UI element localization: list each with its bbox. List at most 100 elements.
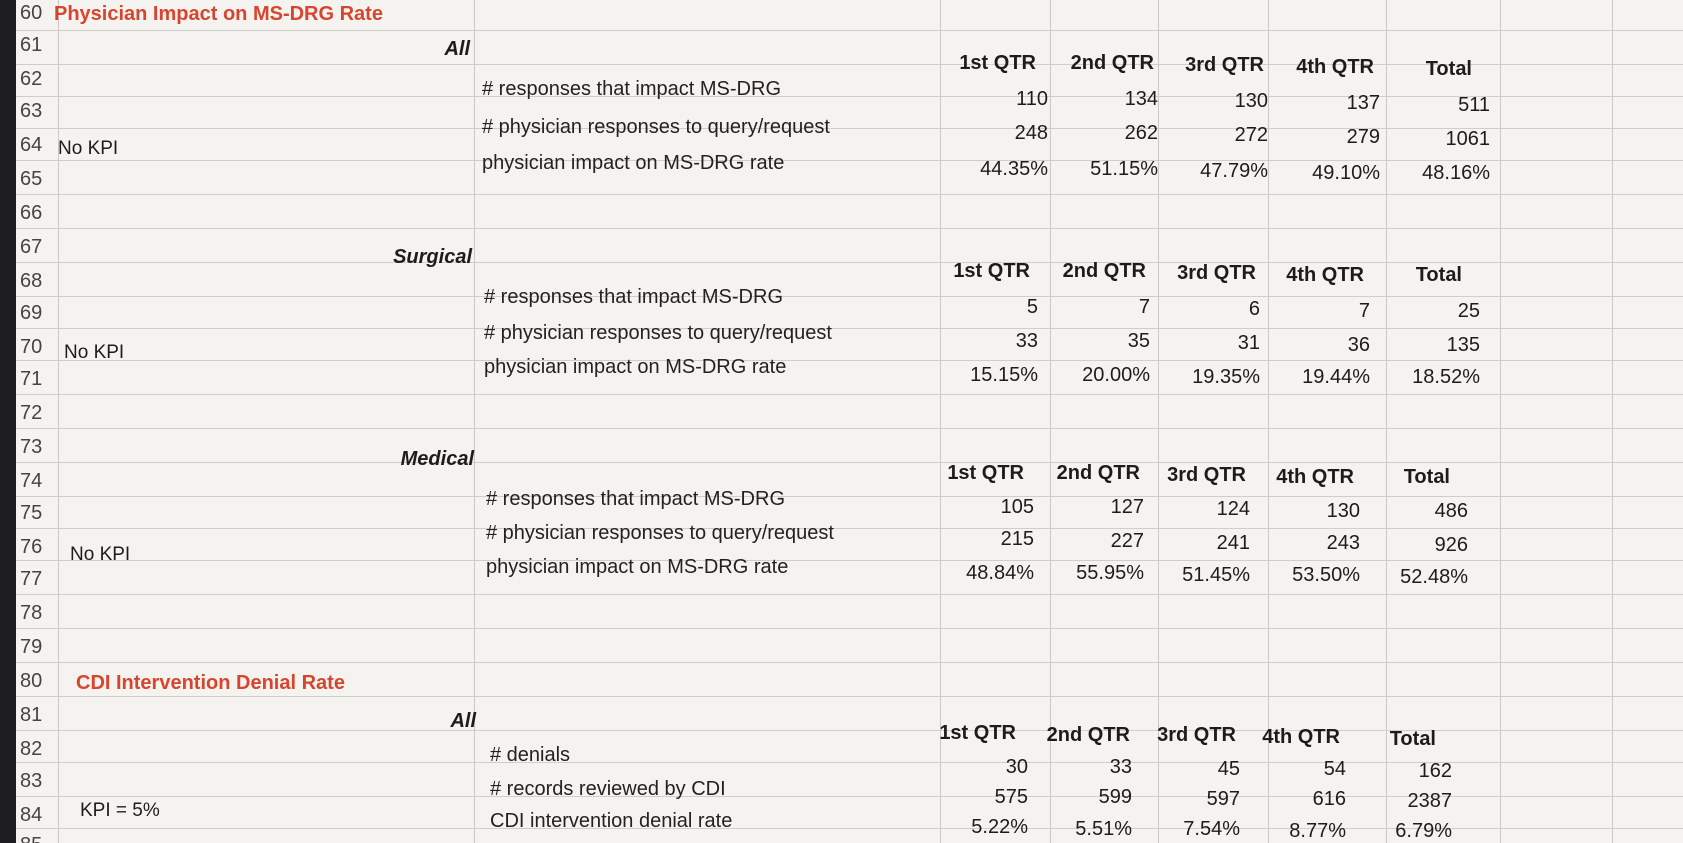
header-q2[interactable]: 2nd QTR: [1062, 260, 1146, 282]
row-number[interactable]: 70: [20, 336, 43, 358]
cell-value[interactable]: 44.35%: [980, 158, 1048, 180]
cell-value[interactable]: 248: [1014, 122, 1048, 144]
cell-value[interactable]: 48.84%: [966, 562, 1034, 584]
header-q3[interactable]: 3rd QTR: [1177, 262, 1256, 284]
row-number[interactable]: 80: [20, 670, 43, 692]
cell-value[interactable]: 575: [994, 786, 1028, 808]
cell-value[interactable]: 55.95%: [1076, 562, 1144, 584]
row-label[interactable]: # responses that impact MS-DRG: [484, 286, 783, 308]
cell-value[interactable]: 31: [1237, 332, 1260, 354]
cell-value[interactable]: 7: [1138, 296, 1150, 318]
row-number[interactable]: 84: [20, 804, 43, 826]
cell-value[interactable]: 6.79%: [1395, 820, 1452, 842]
cell-value[interactable]: 49.10%: [1312, 162, 1380, 184]
cell-value[interactable]: 19.44%: [1302, 366, 1370, 388]
row-number[interactable]: 74: [20, 470, 43, 492]
cell-value[interactable]: 1061: [1445, 128, 1491, 150]
kpi-label[interactable]: KPI = 5%: [80, 800, 160, 821]
cell-value[interactable]: 241: [1216, 532, 1250, 554]
segment-label[interactable]: All: [450, 710, 476, 732]
header-q1[interactable]: 1st QTR: [947, 462, 1024, 484]
cell-value[interactable]: 162: [1418, 760, 1452, 782]
cell-value[interactable]: 137: [1346, 92, 1380, 114]
cell-value[interactable]: 47.79%: [1200, 160, 1268, 182]
cell-value[interactable]: 5.22%: [971, 816, 1028, 838]
segment-label[interactable]: Medical: [400, 448, 474, 470]
kpi-label[interactable]: No KPI: [64, 342, 125, 363]
row-label[interactable]: # responses that impact MS-DRG: [486, 488, 785, 510]
header-q4[interactable]: 4th QTR: [1286, 264, 1364, 286]
header-total[interactable]: Total: [1425, 58, 1472, 80]
header-q4[interactable]: 4th QTR: [1296, 56, 1374, 78]
header-total[interactable]: Total: [1415, 264, 1462, 286]
cell-value[interactable]: 33: [1109, 756, 1132, 778]
cell-value[interactable]: 262: [1124, 122, 1158, 144]
cell-value[interactable]: 52.48%: [1400, 566, 1468, 588]
row-number[interactable]: 78: [20, 602, 43, 624]
header-total[interactable]: Total: [1403, 466, 1450, 488]
cell-value[interactable]: 51.45%: [1182, 564, 1250, 586]
cell-value[interactable]: 272: [1234, 124, 1268, 146]
row-label[interactable]: physician impact on MS-DRG rate: [484, 356, 787, 378]
header-q3[interactable]: 3rd QTR: [1185, 54, 1264, 76]
row-number[interactable]: 79: [20, 636, 43, 658]
row-number[interactable]: 69: [20, 302, 43, 324]
row-label[interactable]: CDI intervention denial rate: [490, 810, 733, 832]
row-label[interactable]: # physician responses to query/request: [484, 322, 832, 344]
row-number[interactable]: 71: [20, 368, 43, 390]
cell-value[interactable]: 279: [1346, 126, 1380, 148]
row-number[interactable]: 81: [20, 704, 43, 726]
row-number[interactable]: 68: [20, 270, 43, 292]
cell-value[interactable]: 20.00%: [1082, 364, 1150, 386]
row-label[interactable]: physician impact on MS-DRG rate: [482, 152, 785, 174]
section-title-cdi-denial[interactable]: CDI Intervention Denial Rate: [76, 672, 345, 694]
header-q4[interactable]: 4th QTR: [1262, 726, 1340, 748]
row-number[interactable]: 73: [20, 436, 43, 458]
segment-label[interactable]: All: [444, 38, 470, 60]
row-label[interactable]: # physician responses to query/request: [482, 116, 830, 138]
header-total[interactable]: Total: [1389, 728, 1436, 750]
cell-value[interactable]: 54: [1323, 758, 1346, 780]
cell-value[interactable]: 597: [1206, 788, 1240, 810]
cell-value[interactable]: 926: [1434, 534, 1468, 556]
header-q1[interactable]: 1st QTR: [959, 52, 1036, 74]
row-number[interactable]: 61: [20, 34, 43, 56]
row-number[interactable]: 83: [20, 770, 43, 792]
cell-value[interactable]: 127: [1110, 496, 1144, 518]
cell-value[interactable]: 227: [1110, 530, 1144, 552]
header-q2[interactable]: 2nd QTR: [1046, 724, 1130, 746]
segment-label[interactable]: Surgical: [393, 246, 472, 268]
header-q3[interactable]: 3rd QTR: [1157, 724, 1236, 746]
header-q1[interactable]: 1st QTR: [939, 722, 1016, 744]
row-number[interactable]: 82: [20, 738, 43, 760]
header-q3[interactable]: 3rd QTR: [1167, 464, 1246, 486]
cell-value[interactable]: 53.50%: [1292, 564, 1360, 586]
cell-value[interactable]: 8.77%: [1289, 820, 1346, 842]
row-label[interactable]: # records reviewed by CDI: [490, 778, 726, 800]
row-number[interactable]: 64: [20, 134, 43, 156]
cell-value[interactable]: 6: [1248, 298, 1260, 320]
cell-value[interactable]: 15.15%: [970, 364, 1038, 386]
row-number[interactable]: 77: [20, 568, 43, 590]
header-q2[interactable]: 2nd QTR: [1056, 462, 1140, 484]
cell-value[interactable]: 35: [1127, 330, 1150, 352]
cell-value[interactable]: 616: [1312, 788, 1346, 810]
row-number[interactable]: 63: [20, 100, 43, 122]
cell-value[interactable]: 215: [1000, 528, 1034, 550]
row-label[interactable]: physician impact on MS-DRG rate: [486, 556, 789, 578]
row-label[interactable]: # responses that impact MS-DRG: [482, 78, 781, 100]
cell-value[interactable]: 5.51%: [1075, 818, 1132, 840]
cell-value[interactable]: 18.52%: [1412, 366, 1480, 388]
cell-value[interactable]: 130: [1326, 500, 1360, 522]
row-number[interactable]: 72: [20, 402, 43, 424]
header-q1[interactable]: 1st QTR: [953, 260, 1030, 282]
cell-value[interactable]: 30: [1005, 756, 1028, 778]
cell-value[interactable]: 51.15%: [1090, 158, 1158, 180]
cell-value[interactable]: 135: [1446, 334, 1480, 356]
cell-value[interactable]: 599: [1098, 786, 1132, 808]
row-number[interactable]: 62: [20, 68, 43, 90]
row-number[interactable]: 75: [20, 502, 43, 524]
cell-value[interactable]: 48.16%: [1422, 162, 1490, 184]
cell-value[interactable]: 243: [1326, 532, 1360, 554]
